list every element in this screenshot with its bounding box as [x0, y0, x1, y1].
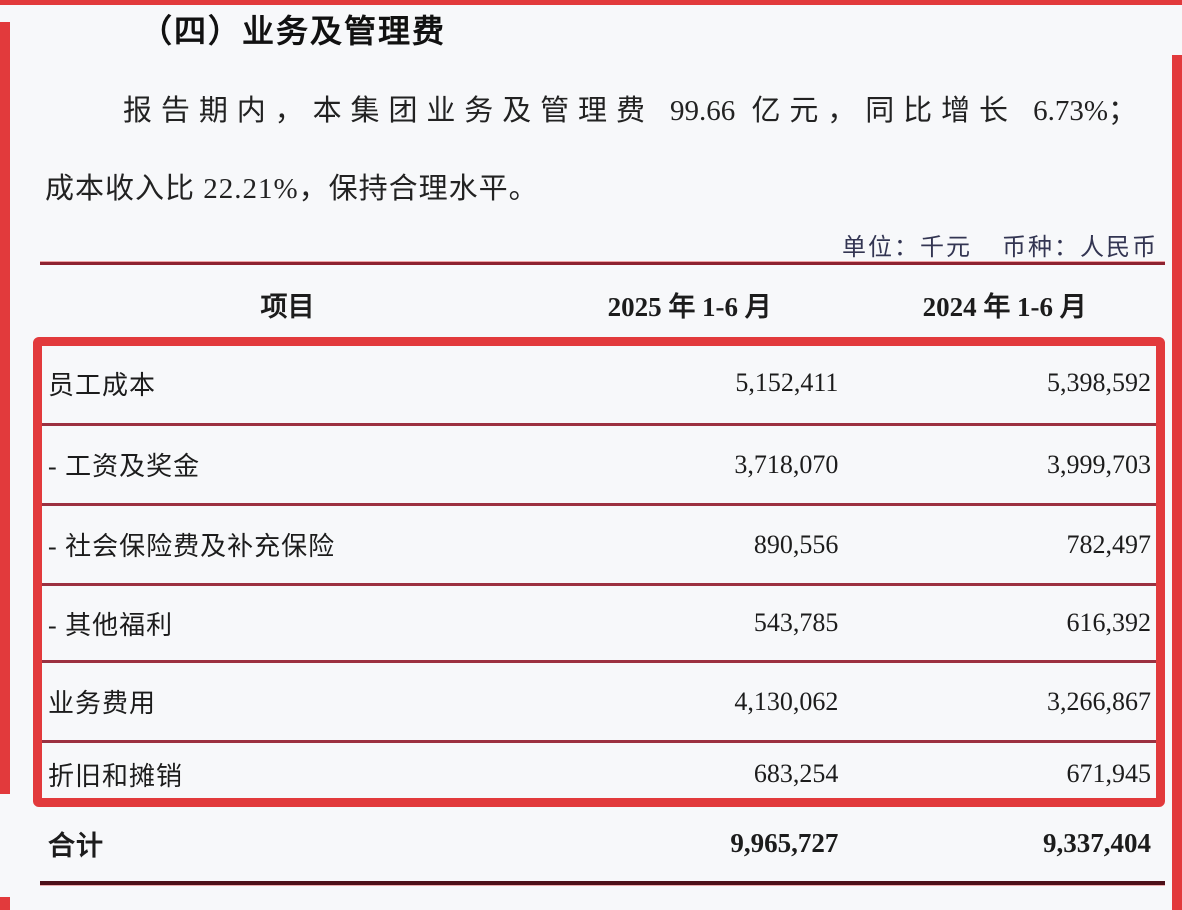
cell-2024: 616,392: [1066, 608, 1152, 637]
cell-item: - 社会保险费及补充保险: [48, 532, 336, 561]
table-row: 折旧和摊销 683,254 671,945: [40, 740, 1165, 805]
header-cell-2024: 2024 年 1-6 月: [922, 291, 1087, 322]
table-row: - 其他福利 543,785 616,392: [40, 583, 1165, 660]
section-title: （四）业务及管理费: [140, 13, 447, 49]
cell-item: 业务费用: [48, 689, 157, 718]
cell-item: 员工成本: [48, 370, 157, 400]
cell-2024: 3,266,867: [1047, 686, 1151, 716]
header-cell-2025: 2025 年 1-6 月: [607, 291, 772, 322]
cell-2024: 3,999,703: [1047, 449, 1151, 479]
red-frame-top: [0, 0, 1182, 5]
cell-2025: 5,152,411: [735, 368, 839, 397]
cell-item: - 工资及奖金: [48, 452, 201, 481]
cell-2025: 683,254: [753, 759, 839, 788]
total-label: 合计: [48, 830, 104, 861]
cell-2025: 4,130,062: [734, 686, 839, 716]
unit-note: 单位：千元 币种：人民币: [842, 227, 1158, 262]
expense-table: 项目 2025 年 1-6 月 2024 年 1-6 月 员工成本 5,152,…: [40, 262, 1165, 885]
red-frame-left: [0, 22, 10, 794]
cell-2024: 5,398,592: [1047, 368, 1151, 397]
unit-label: 单位：千元: [842, 235, 972, 261]
table-row: - 社会保险费及补充保险 890,556 782,497: [40, 503, 1165, 583]
paragraph-line-1: 报告期内，本集团业务及管理费 99.66 亿元，同比增长 6.73%；: [123, 95, 1137, 127]
table-row: 员工成本 5,152,411 5,398,592: [40, 343, 1165, 423]
paragraph-line-2: 成本收入比 22.21%，保持合理水平。: [45, 173, 539, 205]
cell-2025: 890,556: [753, 529, 839, 559]
cell-2025: 3,718,070: [734, 449, 839, 479]
table-total-row: 合计 9,965,727 9,337,404: [40, 805, 1165, 885]
red-frame-corner: [0, 897, 10, 910]
total-2024: 9,337,404: [1043, 827, 1151, 858]
table-header-row: 项目 2025 年 1-6 月 2024 年 1-6 月: [40, 265, 1165, 343]
cell-2025: 543,785: [753, 608, 839, 637]
table-row: - 工资及奖金 3,718,070 3,999,703: [40, 423, 1165, 503]
cell-2024: 782,497: [1066, 529, 1152, 559]
cell-item: - 其他福利: [48, 610, 174, 640]
header-cell-item: 项目: [260, 291, 315, 322]
cell-2024: 671,945: [1066, 759, 1152, 788]
total-2025: 9,965,727: [730, 827, 839, 858]
red-frame-right: [1172, 55, 1182, 910]
currency-label: 币种：人民币: [1002, 235, 1158, 261]
body-paragraph: 报告期内，本集团业务及管理费 99.66 亿元，同比增长 6.73%； 成本收入…: [45, 72, 1137, 228]
cell-item: 折旧和摊销: [48, 761, 184, 791]
table-row: 业务费用 4,130,062 3,266,867: [40, 660, 1165, 740]
